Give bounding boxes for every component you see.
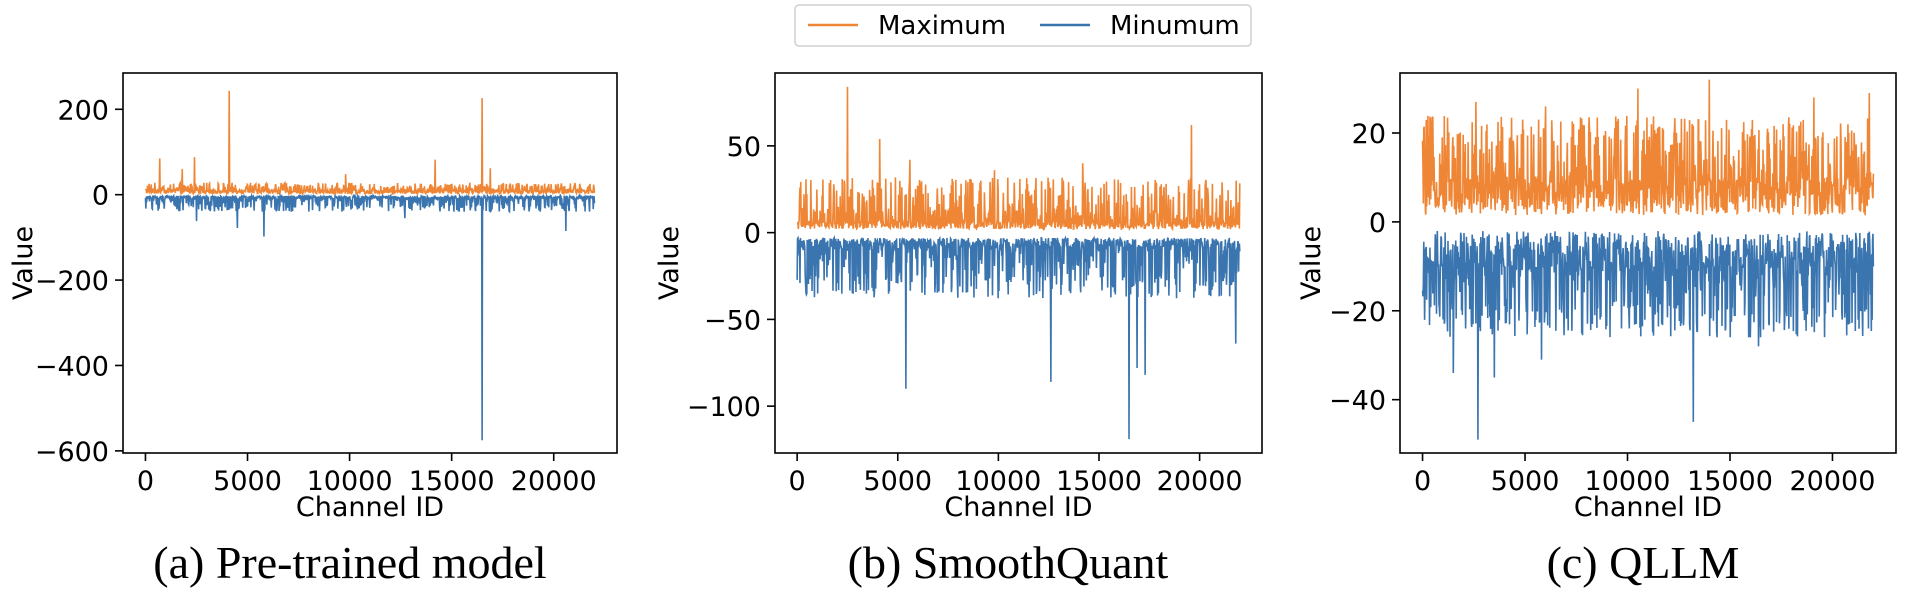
y-tick-label: −400 [35,351,109,382]
x-tick-label: 10000 [1585,466,1671,497]
legend-label-minimum: Minumum [1110,11,1240,41]
panel-caption: (c) QLLM [1547,537,1740,588]
y-tick-label: 200 [57,95,109,126]
series-line-maximum [144,90,596,197]
panel-c: 0 5000 10000 15000 20000 20 0 −20 −40 Channel ID V… [1296,72,1897,588]
panel-caption: (a) Pre-trained model [153,537,546,588]
series-line-minumum [1421,231,1875,440]
x-tick-label: 0 [1414,466,1431,497]
x-tick-label: 5000 [863,466,932,497]
y-axis-label: Value [654,226,685,300]
y-tick-label: −100 [687,392,761,423]
legend: Maximum Minumum [794,4,1252,47]
x-tick-label: 20000 [1790,466,1876,497]
x-tick-label: 0 [789,466,806,497]
x-tick-label: 15000 [1056,466,1142,497]
panel-b: 0 5000 10000 15000 20000 50 0 −50 −100 Channel ID… [654,72,1263,588]
series-line-minumum [796,234,1241,440]
legend-frame [794,4,1252,47]
x-axis-label: Channel ID [944,492,1092,523]
axis-frame [774,72,1263,454]
y-tick-label: −20 [1329,297,1386,328]
y-tick-label: 0 [1369,208,1386,239]
x-tick-label: 5000 [1491,466,1560,497]
series-line-minumum [144,192,596,441]
panel-caption: (b) SmoothQuant [848,537,1169,588]
x-axis-label: Channel ID [296,492,444,523]
x-tick-label: 10000 [955,466,1041,497]
y-tick-label: −600 [35,437,109,468]
x-tick-label: 5000 [213,466,282,497]
y-tick-label: −50 [704,305,761,336]
axis-frame [122,72,618,454]
x-tick-label: 20000 [511,466,597,497]
y-axis-label: Value [1296,226,1327,300]
y-tick-label: 50 [727,132,761,163]
y-axis-label: Value [8,226,39,300]
x-tick-label: 15000 [1687,466,1773,497]
x-tick-label: 10000 [307,466,393,497]
x-tick-label: 15000 [409,466,495,497]
series-line-maximum [1421,79,1875,217]
panel-a: 0 5000 10000 15000 20000 200 0 −200 −400 −600 Chan… [8,72,618,588]
x-axis-label: Channel ID [1574,492,1722,523]
legend-label-maximum: Maximum [878,11,1006,41]
y-tick-label: 20 [1352,119,1386,150]
y-tick-label: −200 [35,266,109,297]
x-tick-label: 0 [137,466,154,497]
x-tick-label: 20000 [1157,466,1243,497]
series-line-maximum [796,86,1241,232]
y-tick-label: 0 [744,219,761,250]
y-tick-label: −40 [1329,386,1386,417]
axis-frame [1399,72,1897,454]
y-tick-label: 0 [92,181,109,212]
